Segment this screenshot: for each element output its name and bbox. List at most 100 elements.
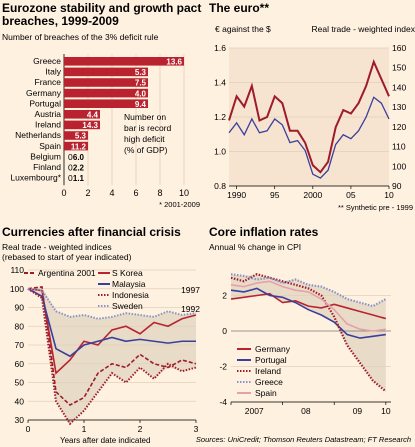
inflation-subtitle: Annual % change in CPI (209, 242, 302, 252)
eurozone-subtitle: Number of breaches of the 3% deficit rul… (2, 32, 159, 42)
bar-value-label: 11.2 (71, 142, 87, 151)
chart-note: (% of GDP) (124, 145, 168, 155)
category-label: Netherlands (15, 130, 61, 140)
currencies-subtitle-1: Real trade - weighted indices (2, 242, 112, 252)
bar (64, 141, 88, 151)
category-label: Luxembourg* (10, 173, 61, 183)
category-label: Greece (33, 56, 61, 66)
y-tick-label: 60 (15, 359, 25, 369)
y-tick-label: 90 (15, 303, 25, 313)
currencies-subtitle-2: (rebased to start of year indicated) (2, 252, 132, 262)
eurozone-panel: Eurozone stability and growth pact breac… (0, 0, 205, 222)
chart-note: Number on (124, 112, 166, 122)
bar-value-label: 7.5 (135, 79, 147, 88)
x-tick-label: 2007 (245, 406, 264, 416)
bar-value-label: 6.0 (73, 153, 85, 162)
eurozone-bar-chart: 0 2 4 6 8 10 Greece 13.6 Italy 5.3 France 7.5 German… (10, 54, 200, 209)
y-tick-label: 30 (15, 415, 25, 425)
x-tick-label: 10 (384, 190, 394, 200)
x-tick-label: 0 (61, 188, 66, 198)
legend-label: Ireland (255, 366, 281, 376)
eurozone-title-line1: Eurozone stability and growth pact (2, 1, 202, 15)
right-tick-label: 100 (392, 161, 406, 171)
y-tick-label: 100 (10, 284, 24, 294)
category-label: France (35, 77, 62, 87)
category-label: Spain (39, 141, 61, 151)
x-tick-label: 4 (109, 188, 114, 198)
bar (64, 78, 148, 87)
currencies-title: Currencies after financial crisis (2, 225, 181, 239)
y-tick-label: -4 (219, 397, 227, 407)
left-axis-label: € against the $ (215, 24, 271, 34)
euro-line-chart: € against the $ Real trade - weighted ind… (214, 24, 415, 212)
x-tick-label: 1990 (227, 190, 246, 200)
series-line (27, 287, 197, 426)
bar-value-label: 2.2 (73, 164, 85, 173)
left-tick-label: 1.4 (214, 78, 226, 88)
x-tick-label: 2000 (303, 190, 322, 200)
left-tick-label: 1.0 (214, 147, 226, 157)
legend-label: Sweden (112, 301, 143, 311)
bar-value-label: 9.4 (135, 100, 147, 109)
series-line-Real trade - weighted index (228, 96, 390, 179)
x-tick-label: 05 (346, 190, 356, 200)
bar-value-label: 14.3 (82, 121, 98, 130)
y-tick-label: 2 (222, 291, 227, 301)
series-line (230, 280, 386, 332)
y-tick-label: 110 (10, 265, 24, 275)
footnote: ** Synthetic pre - 1999 (338, 203, 413, 212)
right-tick-label: 160 (392, 43, 406, 53)
x-tick-label: 8 (157, 188, 162, 198)
x-tick-label: 10 (381, 406, 391, 416)
series-line (230, 273, 387, 308)
bar-value-label: 4.4 (87, 111, 99, 120)
zero-count-label: 0 (68, 163, 73, 173)
eurozone-title-line2: breaches, 1999-2009 (2, 14, 119, 28)
bar (64, 120, 100, 130)
right-tick-label: 90 (392, 181, 402, 191)
x-tick-label: 08 (301, 406, 311, 416)
y-tick-label: 0 (222, 326, 227, 336)
bar-value-label: 13.6 (166, 58, 182, 67)
chart-note: bar is record (124, 123, 172, 133)
left-tick-label: 1.2 (214, 112, 226, 122)
bar (64, 88, 148, 98)
euro-title: The euro** (209, 1, 270, 15)
category-label: Belgium (30, 151, 61, 161)
inflation-panel: Core inflation rates Annual % change in … (207, 224, 415, 434)
category-label: Finland (33, 162, 61, 172)
legend-label: Argentina 2001 (38, 268, 96, 278)
bar-value-label: 1.1 (73, 174, 85, 183)
currencies-line-chart: 30 40 50 60 70 80 90 100 110 0 1 2 3 Argentina 2001 S … (10, 265, 200, 445)
bar (64, 67, 148, 77)
legend-label: Spain (255, 388, 277, 398)
chart-note: high deficit (124, 134, 165, 144)
left-tick-label: 1.6 (214, 43, 226, 53)
legend-label: Portugal (255, 355, 287, 365)
y-tick-label: 40 (15, 396, 25, 406)
right-tick-label: 130 (392, 102, 406, 112)
range-band (28, 286, 196, 424)
category-label: Ireland (35, 120, 61, 130)
series-line (230, 273, 387, 393)
range-band (231, 274, 386, 392)
category-label: Portugal (29, 98, 61, 108)
bar-value-label: 5.3 (75, 132, 87, 141)
right-tick-label: 110 (392, 142, 406, 152)
inflation-title: Core inflation rates (209, 225, 319, 239)
source-note: Sources: UniCredit; Thomson Reuters Data… (195, 435, 411, 444)
y-tick-label: 80 (15, 321, 25, 331)
x-tick-label: 10 (179, 188, 189, 198)
category-label: Austria (35, 109, 62, 119)
bar (64, 110, 100, 119)
legend-label: S Korea (112, 268, 143, 278)
bar (64, 99, 148, 108)
right-tick-label: 120 (392, 122, 406, 132)
y-tick-label: 50 (15, 378, 25, 388)
zero-count-label: 0 (68, 173, 73, 183)
euro-panel: The euro** € against the $ Real trade - w… (207, 0, 415, 222)
x-tick-label: 2 (138, 424, 143, 434)
bar (64, 57, 184, 66)
legend-label: Germany (255, 344, 291, 354)
right-tick-label: 150 (392, 63, 406, 73)
